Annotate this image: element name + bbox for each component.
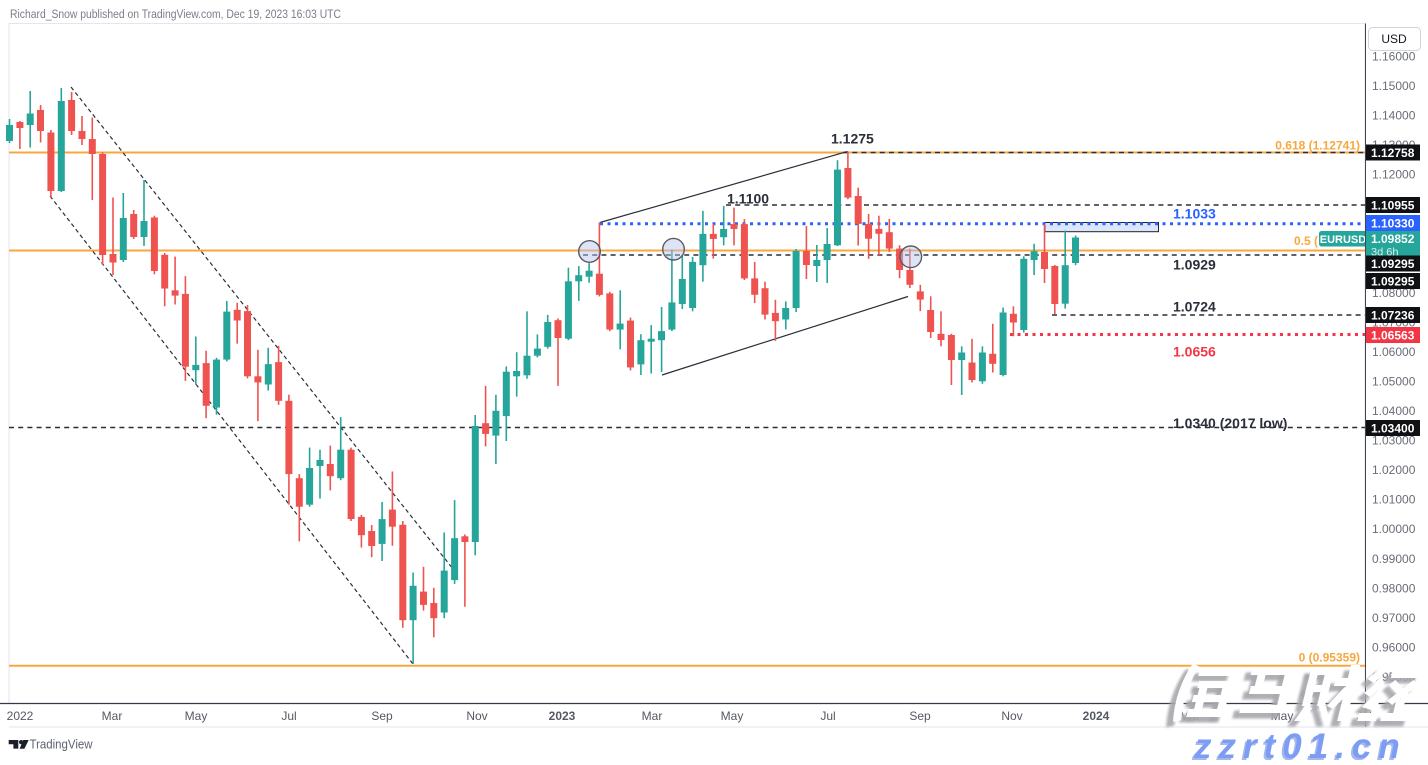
svg-text:Mar: Mar	[642, 709, 663, 723]
svg-text:1.07236: 1.07236	[1371, 309, 1415, 323]
svg-text:1.0656: 1.0656	[1173, 344, 1216, 360]
svg-text:0.98000: 0.98000	[1372, 581, 1416, 595]
svg-text:1.12000: 1.12000	[1372, 168, 1416, 182]
svg-text:1.06563: 1.06563	[1371, 329, 1415, 343]
svg-text:2023: 2023	[549, 709, 576, 723]
svg-text:1.02000: 1.02000	[1372, 463, 1416, 477]
svg-text:Mar: Mar	[102, 709, 123, 723]
svg-text:1.03000: 1.03000	[1372, 434, 1416, 448]
svg-text:1.06000: 1.06000	[1372, 345, 1416, 359]
svg-text:1.16000: 1.16000	[1372, 50, 1416, 64]
svg-text:May: May	[185, 709, 208, 723]
svg-text:zzrt01.cn: zzrt01.cn	[1193, 727, 1407, 760]
svg-text:Nov: Nov	[466, 709, 487, 723]
svg-text:1.0929: 1.0929	[1173, 257, 1216, 273]
svg-text:zzrt01.cn: zzrt01.cn	[1191, 729, 1405, 760]
svg-text:2024: 2024	[1083, 709, 1110, 723]
svg-text:1.1033: 1.1033	[1173, 206, 1216, 222]
svg-text:1.12758: 1.12758	[1371, 146, 1415, 160]
svg-text:0 (0.95359): 0 (0.95359)	[1299, 651, 1360, 665]
svg-text:1.1275: 1.1275	[831, 131, 874, 147]
svg-text:1.0724: 1.0724	[1173, 299, 1216, 315]
svg-text:TradingView: TradingView	[30, 737, 94, 752]
svg-text:1.00000: 1.00000	[1372, 522, 1416, 536]
svg-text:EURUSD: EURUSD	[1320, 234, 1367, 246]
svg-text:2022: 2022	[7, 709, 34, 723]
svg-text:1.03400: 1.03400	[1371, 422, 1415, 436]
svg-text:Sep: Sep	[909, 709, 931, 723]
svg-text:1.10955: 1.10955	[1371, 199, 1415, 213]
svg-text:0.5 (: 0.5 (	[1294, 234, 1318, 248]
svg-text:1.0340 (2017 low): 1.0340 (2017 low)	[1173, 415, 1287, 431]
svg-text:Nov: Nov	[1001, 709, 1022, 723]
svg-text:1.14000: 1.14000	[1372, 109, 1416, 123]
svg-text:1.08000: 1.08000	[1372, 286, 1416, 300]
svg-text:USD: USD	[1381, 32, 1407, 46]
svg-text:1.10330: 1.10330	[1371, 217, 1415, 231]
svg-text:Jul: Jul	[281, 709, 296, 723]
svg-text:1.09295: 1.09295	[1371, 257, 1415, 271]
svg-text:0.96000: 0.96000	[1372, 640, 1416, 654]
svg-text:1.04000: 1.04000	[1372, 404, 1416, 418]
svg-text:1.09295: 1.09295	[1371, 275, 1415, 289]
svg-text:Richard_Snow published on Trad: Richard_Snow published on TradingView.co…	[10, 7, 341, 21]
svg-text:1.15000: 1.15000	[1372, 79, 1416, 93]
svg-text:0.99000: 0.99000	[1372, 552, 1416, 566]
svg-text:May: May	[721, 709, 744, 723]
svg-text:Sep: Sep	[371, 709, 393, 723]
svg-text:1.01000: 1.01000	[1372, 493, 1416, 507]
svg-text:1.09852: 1.09852	[1371, 232, 1415, 246]
svg-text:0.97000: 0.97000	[1372, 611, 1416, 625]
svg-text:Jul: Jul	[820, 709, 835, 723]
svg-text:1.1100: 1.1100	[727, 191, 769, 207]
svg-text:1.05000: 1.05000	[1372, 375, 1416, 389]
svg-text:0.618 (1.12741): 0.618 (1.12741)	[1275, 139, 1360, 153]
